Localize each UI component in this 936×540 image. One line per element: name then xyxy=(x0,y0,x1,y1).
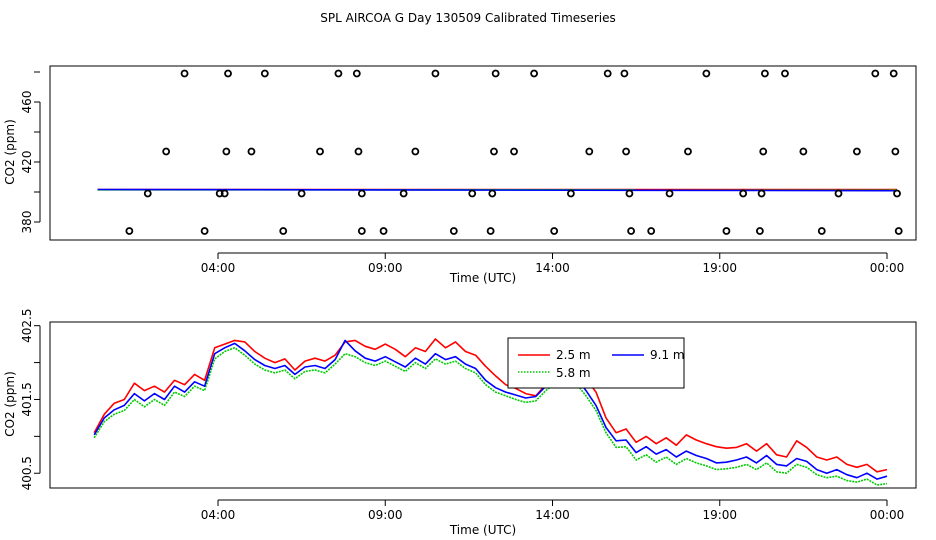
y-tick-label: 402.5 xyxy=(20,309,34,343)
scatter-plot-frame xyxy=(49,65,917,241)
scatter-point xyxy=(871,69,880,78)
series-line-5-8-m xyxy=(93,346,888,486)
line-y-axis: 400.5 401.5 402.5 xyxy=(20,309,41,490)
scatter-point xyxy=(352,69,361,78)
scatter-point xyxy=(220,189,229,198)
scatter-point xyxy=(468,189,477,198)
scatter-point xyxy=(781,69,789,78)
scatter-point xyxy=(379,227,388,235)
line-panel: 04:00 09:00 14:00 19:00 00:00 400.5 401.5 402.… xyxy=(3,309,917,537)
y-tick-label: 420 xyxy=(20,151,34,174)
scatter-point xyxy=(834,189,843,198)
x-tick-label: 09:00 xyxy=(368,508,403,522)
scatter-point xyxy=(357,227,366,235)
x-tick-label: 19:00 xyxy=(702,508,737,522)
scatter-point xyxy=(550,227,559,235)
scatter-point xyxy=(224,69,232,78)
scatter-point xyxy=(647,227,656,235)
scatter-point xyxy=(739,189,748,198)
scatter-points xyxy=(125,69,903,235)
scatter-point xyxy=(488,189,497,198)
x-tick-label: 19:00 xyxy=(702,261,737,275)
scatter-point xyxy=(449,227,458,235)
x-tick-label: 09:00 xyxy=(368,261,403,275)
legend: 2.5 m 9.1 m 5.8 m xyxy=(507,337,685,389)
scatter-point xyxy=(354,147,363,156)
scatter-point xyxy=(510,147,518,156)
line-x-axis: 04:00 09:00 14:00 19:00 00:00 xyxy=(201,499,905,522)
scatter-point xyxy=(491,69,500,78)
line-series-group xyxy=(93,338,888,486)
scatter-point xyxy=(893,189,901,198)
scatter-point xyxy=(399,189,408,198)
scatter-y-axis: 380 420 460 xyxy=(20,71,41,234)
scatter-y-axis-label: CO2 (ppm) xyxy=(3,119,17,185)
scatter-point xyxy=(684,147,692,156)
scatter-point xyxy=(889,69,898,78)
scatter-point xyxy=(665,189,674,198)
scatter-point xyxy=(755,227,764,235)
scatter-point xyxy=(566,189,575,198)
x-tick-label: 14:00 xyxy=(535,261,570,275)
scatter-point xyxy=(891,147,900,156)
y-tick-label: 401.5 xyxy=(20,382,34,416)
scatter-point xyxy=(702,69,711,78)
scatter-point xyxy=(260,69,269,78)
y-tick-label: 380 xyxy=(20,211,34,234)
scatter-point xyxy=(334,69,343,78)
x-tick-label: 00:00 xyxy=(870,508,905,522)
scatter-point xyxy=(316,147,324,156)
scatter-panel: 04:00 09:00 14:00 19:00 00:00 380 420 460 Time… xyxy=(3,65,917,285)
scatter-point xyxy=(622,147,630,156)
scatter-point xyxy=(490,147,498,156)
scatter-point xyxy=(894,227,903,235)
scatter-point xyxy=(431,69,440,78)
scatter-point xyxy=(279,227,288,235)
legend-box xyxy=(507,337,685,389)
scatter-point xyxy=(247,147,256,156)
scatter-point xyxy=(757,189,766,198)
y-tick-label: 460 xyxy=(20,91,34,114)
legend-label-9-1m: 9.1 m xyxy=(650,348,685,362)
scatter-point xyxy=(297,189,306,198)
line-plot-frame xyxy=(49,321,917,489)
series-line-2-5-m xyxy=(93,338,888,473)
scatter-point xyxy=(411,147,420,156)
scatter-point xyxy=(620,69,629,78)
scatter-point xyxy=(585,147,594,156)
scatter-point xyxy=(817,227,826,235)
scatter-point xyxy=(125,227,134,235)
scatter-point xyxy=(627,227,636,235)
scatter-point xyxy=(530,69,539,78)
scatter-x-axis-label: Time (UTC) xyxy=(449,271,516,285)
y-tick-label: 400.5 xyxy=(20,456,34,490)
scatter-point xyxy=(799,147,808,156)
x-tick-label: 00:00 xyxy=(870,261,905,275)
scatter-point xyxy=(222,147,231,156)
scatter-point xyxy=(722,227,731,235)
x-tick-label: 04:00 xyxy=(201,508,236,522)
scatter-point xyxy=(200,227,209,235)
scatter-x-axis: 04:00 09:00 14:00 19:00 00:00 xyxy=(201,252,905,275)
scatter-point xyxy=(486,227,495,235)
legend-label-2-5m: 2.5 m xyxy=(556,348,591,362)
scatter-point xyxy=(852,147,861,156)
scatter-point xyxy=(357,189,366,198)
scatter-point xyxy=(759,147,768,156)
scatter-point xyxy=(180,69,189,78)
series-line-9-1-m xyxy=(93,339,888,480)
scatter-point xyxy=(603,69,612,78)
x-tick-label: 04:00 xyxy=(201,261,236,275)
chart-title: SPL AIRCOA G Day 130509 Calibrated Times… xyxy=(320,11,615,25)
scatter-point xyxy=(215,189,224,198)
scatter-point xyxy=(162,147,171,156)
line-y-axis-label: CO2 (ppm) xyxy=(3,371,17,437)
scatter-point xyxy=(625,189,634,198)
scatter-point xyxy=(143,189,152,198)
line-x-axis-label: Time (UTC) xyxy=(449,523,516,537)
x-tick-label: 14:00 xyxy=(535,508,570,522)
legend-label-5-8m: 5.8 m xyxy=(556,366,591,380)
scatter-point xyxy=(761,69,769,78)
